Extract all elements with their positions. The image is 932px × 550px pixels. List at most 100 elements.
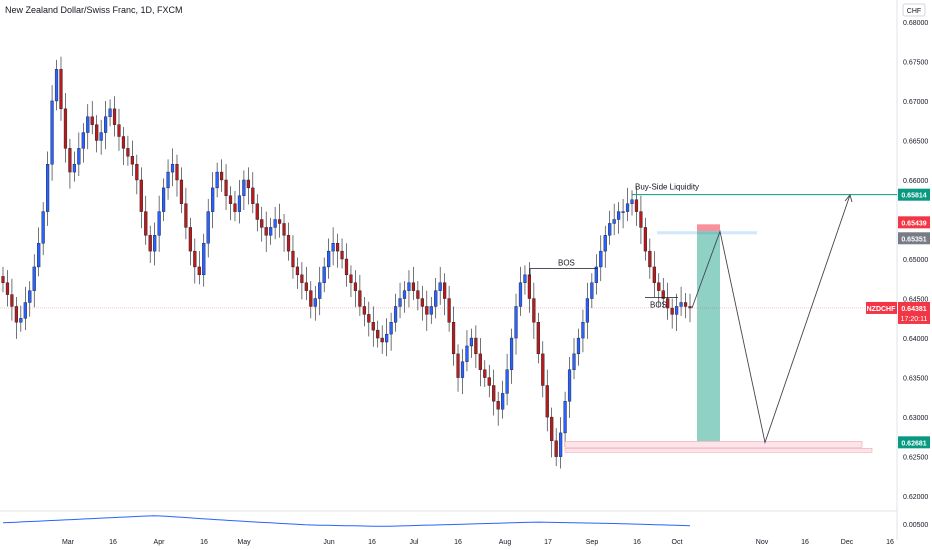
current-price-box <box>898 301 930 324</box>
candle-body <box>483 369 487 378</box>
candle-body <box>104 116 108 133</box>
candle-body <box>81 132 85 149</box>
y-tick-label: 0.63500 <box>903 376 928 383</box>
candle-body <box>398 298 402 307</box>
candle-body <box>438 282 442 291</box>
currency-box <box>902 3 926 17</box>
candle-body <box>135 163 139 181</box>
y-tick-label: 0.63000 <box>903 415 928 422</box>
symbol-label-box <box>866 301 897 314</box>
y-tick-label: 0.62500 <box>903 455 928 462</box>
candle-body <box>202 243 206 276</box>
candle-body <box>416 290 420 299</box>
candle-body <box>652 266 656 283</box>
bos-label: BOS <box>650 300 667 309</box>
x-tick-label: 16 <box>200 539 208 546</box>
candle-body <box>572 353 576 370</box>
candle-body <box>161 187 166 212</box>
bos-label: BOS <box>558 259 575 268</box>
x-tick-label: Jul <box>410 539 419 546</box>
candle-body <box>411 282 416 291</box>
candle-body <box>251 187 255 204</box>
x-tick-label: 17 <box>544 539 552 546</box>
candle-body <box>291 250 295 268</box>
candle-body <box>19 318 23 323</box>
candle-body <box>237 195 242 212</box>
candle-body <box>559 432 563 457</box>
candle-body <box>550 416 554 442</box>
candle-body <box>95 124 99 141</box>
projected-path-arrow <box>844 194 853 203</box>
candle-body <box>456 353 460 378</box>
candle-body <box>657 282 661 291</box>
candle-body <box>1 276 5 283</box>
symbol-label: NZDCHF <box>867 306 896 313</box>
candle-body <box>327 250 331 268</box>
candle-body <box>273 219 277 228</box>
candle-body <box>153 235 157 252</box>
candle-body <box>215 171 219 189</box>
candle-body <box>451 322 456 355</box>
candle-body <box>108 108 112 117</box>
candle-body <box>335 243 340 252</box>
candle-body <box>130 156 134 165</box>
candle-body <box>331 243 335 252</box>
candle-body <box>144 211 148 236</box>
candle-body <box>295 266 300 276</box>
candle-body <box>68 148 72 173</box>
candle-body <box>666 298 670 309</box>
target-price-label-box <box>898 188 930 201</box>
candle-body <box>661 290 665 299</box>
candle-body <box>639 211 643 228</box>
x-tick-label: Sep <box>586 539 599 546</box>
candle-body <box>460 361 465 378</box>
candle-body <box>166 171 170 189</box>
x-tick-label: 16 <box>801 539 809 546</box>
candle-body <box>99 132 103 141</box>
x-tick-label: Nov <box>756 539 769 546</box>
candle-body <box>10 294 14 307</box>
candle-body <box>197 266 201 276</box>
candle-body <box>50 100 54 165</box>
candle-body <box>362 306 366 315</box>
candle-body <box>148 235 152 252</box>
x-tick-label: Jun <box>323 539 334 546</box>
candle-body <box>425 306 429 315</box>
candle-body <box>349 274 353 283</box>
candle-body <box>304 282 308 291</box>
bottom-price-label: 0.62681 <box>901 440 926 447</box>
candle-body <box>246 179 250 189</box>
candle-body <box>264 227 268 236</box>
x-tick-label: Apr <box>154 539 166 546</box>
target-price-label: 0.65814 <box>901 193 926 200</box>
candle-body <box>474 337 478 355</box>
candle-body <box>277 219 282 224</box>
stop-loss-zone <box>697 224 720 232</box>
candle-body <box>117 124 121 137</box>
candle-body <box>63 108 68 149</box>
y-tick-label: 0.66000 <box>903 178 928 185</box>
y-tick-label: 0.67000 <box>903 99 928 106</box>
candle-body <box>648 250 652 268</box>
candle-body <box>188 227 192 252</box>
y-tick-label: 0.64000 <box>903 336 928 343</box>
candle-body <box>28 290 32 303</box>
candle-body <box>447 298 451 323</box>
candle-body <box>487 377 491 386</box>
indicator-line <box>2 515 691 527</box>
candle-body <box>634 199 639 212</box>
candle-body <box>505 369 509 394</box>
candle-body <box>157 211 161 236</box>
indicator-tick-label: 0.00500 <box>903 522 928 529</box>
candle-body <box>371 322 375 331</box>
candle-body <box>233 203 237 212</box>
buy-side-liquidity-label: Buy-Side Liquidity <box>635 183 699 192</box>
candle-body <box>376 329 380 339</box>
candle-body <box>563 401 567 434</box>
candle-body <box>603 235 607 252</box>
candle-body <box>617 211 621 220</box>
candle-body <box>434 290 438 307</box>
current-price-label: 0.64381 <box>901 306 926 313</box>
candle-body <box>313 298 317 307</box>
